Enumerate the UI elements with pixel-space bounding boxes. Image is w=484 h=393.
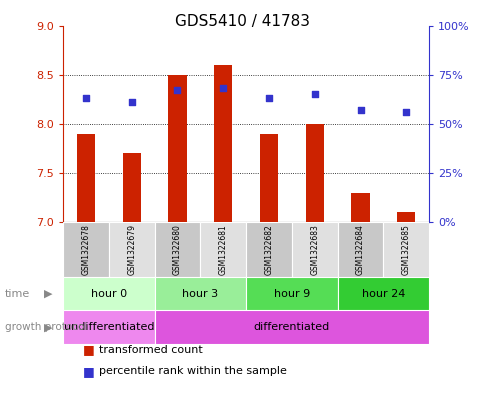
Bar bbox=[213, 65, 232, 222]
Text: ■: ■ bbox=[82, 343, 94, 356]
Bar bbox=[122, 153, 140, 222]
Text: GSM1322678: GSM1322678 bbox=[81, 224, 90, 275]
Bar bbox=[259, 134, 278, 222]
Text: differentiated: differentiated bbox=[253, 322, 329, 332]
Text: ▶: ▶ bbox=[44, 322, 53, 332]
Text: hour 24: hour 24 bbox=[361, 289, 404, 299]
Bar bbox=[291, 222, 337, 277]
Bar bbox=[154, 222, 200, 277]
Point bbox=[128, 99, 136, 105]
Text: GSM1322685: GSM1322685 bbox=[401, 224, 410, 275]
Bar bbox=[76, 134, 95, 222]
Text: growth protocol: growth protocol bbox=[5, 322, 87, 332]
Text: ■: ■ bbox=[82, 365, 94, 378]
Point bbox=[265, 95, 272, 101]
Text: undifferentiated: undifferentiated bbox=[63, 322, 154, 332]
Bar bbox=[337, 222, 383, 277]
Bar bbox=[305, 124, 323, 222]
Bar bbox=[200, 222, 245, 277]
Text: GSM1322679: GSM1322679 bbox=[127, 224, 136, 275]
Text: hour 3: hour 3 bbox=[182, 289, 218, 299]
Bar bbox=[245, 222, 291, 277]
Bar bbox=[154, 277, 245, 310]
Bar bbox=[396, 212, 415, 222]
Point bbox=[82, 95, 90, 101]
Text: percentile rank within the sample: percentile rank within the sample bbox=[99, 366, 287, 376]
Text: hour 0: hour 0 bbox=[91, 289, 127, 299]
Point bbox=[219, 85, 227, 92]
Point bbox=[310, 91, 318, 97]
Bar bbox=[154, 310, 428, 344]
Bar bbox=[63, 277, 154, 310]
Bar bbox=[168, 75, 186, 222]
Bar bbox=[108, 222, 154, 277]
Bar bbox=[337, 277, 428, 310]
Text: ▶: ▶ bbox=[44, 289, 53, 299]
Text: GDS5410 / 41783: GDS5410 / 41783 bbox=[175, 14, 309, 29]
Point bbox=[402, 109, 409, 115]
Point bbox=[356, 107, 363, 113]
Text: GSM1322682: GSM1322682 bbox=[264, 224, 273, 275]
Text: GSM1322683: GSM1322683 bbox=[310, 224, 318, 275]
Point bbox=[173, 87, 181, 94]
Text: GSM1322681: GSM1322681 bbox=[218, 224, 227, 275]
Bar bbox=[63, 222, 108, 277]
Bar bbox=[63, 310, 154, 344]
Bar bbox=[383, 222, 428, 277]
Text: hour 9: hour 9 bbox=[273, 289, 309, 299]
Bar bbox=[351, 193, 369, 222]
Text: time: time bbox=[5, 289, 30, 299]
Text: transformed count: transformed count bbox=[99, 345, 203, 355]
Text: GSM1322684: GSM1322684 bbox=[355, 224, 364, 275]
Text: GSM1322680: GSM1322680 bbox=[173, 224, 182, 275]
Bar bbox=[245, 277, 337, 310]
